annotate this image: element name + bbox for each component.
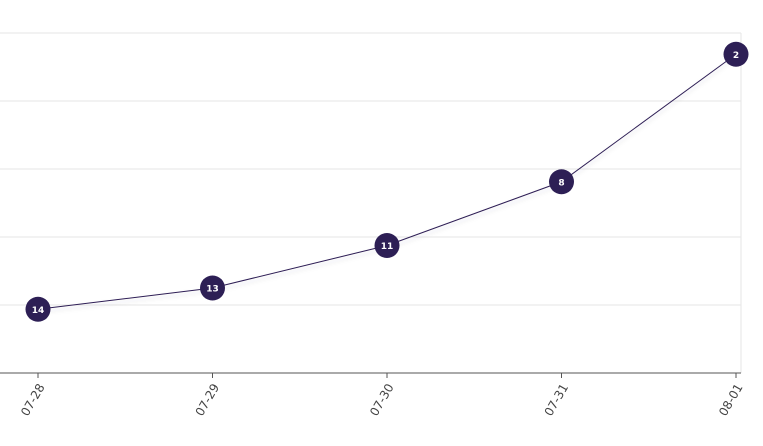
point <box>723 41 749 67</box>
x-tick-label: 08-01 <box>716 381 746 418</box>
data-label: 13 <box>206 285 219 295</box>
data-label: 2 <box>733 51 739 61</box>
point <box>200 275 225 301</box>
x-tick-label: 07-30 <box>367 381 397 418</box>
data-label: 14 <box>32 306 45 316</box>
data-label: 8 <box>558 178 564 188</box>
point <box>25 296 51 322</box>
line <box>37 53 737 310</box>
x-tick-label: 07-29 <box>193 381 223 418</box>
data-label: 11 <box>381 242 394 252</box>
x-tick-label: 07-31 <box>542 381 572 418</box>
point <box>549 169 574 195</box>
x-tick-label: 07-28 <box>18 381 48 418</box>
point <box>374 233 400 258</box>
